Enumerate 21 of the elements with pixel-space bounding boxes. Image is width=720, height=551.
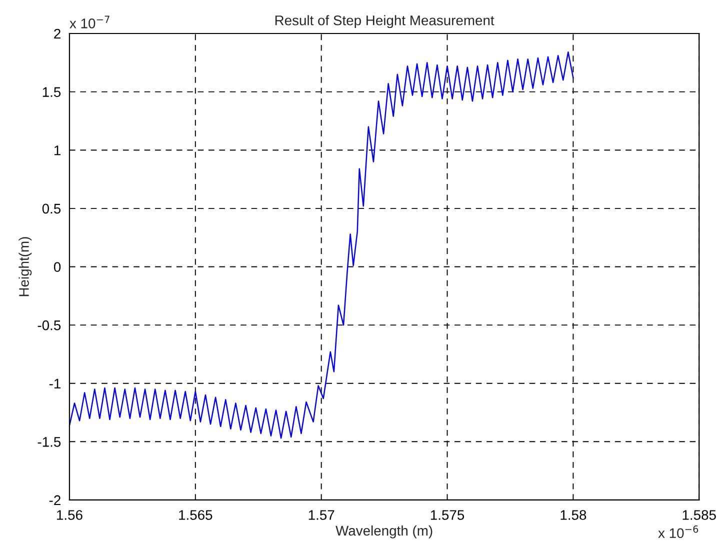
- y-tick-label: -2: [49, 495, 60, 506]
- x-tick-label: 1.56: [57, 510, 82, 520]
- y-tick-label: -1: [49, 378, 60, 388]
- x-tick-label: 1.585: [682, 510, 716, 520]
- x-tick-label: 1.58: [560, 510, 586, 520]
- y-tick-label: 0.5: [42, 204, 61, 214]
- line-series: [69, 52, 574, 439]
- text: x 10$^{−6}$: [658, 525, 698, 538]
- chart-title: Result of Step Height Measurement: [275, 15, 494, 28]
- y-tick-label: 1.5: [42, 87, 61, 97]
- x-axis-title: Wavelength (m): [336, 525, 432, 538]
- y-tick-label: 1: [54, 146, 60, 156]
- y-tick-label: -0.5: [38, 320, 61, 330]
- y-axis-title: Height(m): [18, 237, 32, 296]
- y-tick-label: -1.5: [38, 437, 61, 447]
- y-tick-label: 2: [54, 28, 60, 39]
- x-tick-label: 1.57: [308, 510, 334, 520]
- x-tick-label: 1.575: [430, 510, 464, 520]
- y-tick-label: 0: [54, 262, 61, 272]
- text: x 10$^{−7}$: [70, 16, 110, 28]
- x-tick-label: 1.565: [179, 510, 212, 520]
